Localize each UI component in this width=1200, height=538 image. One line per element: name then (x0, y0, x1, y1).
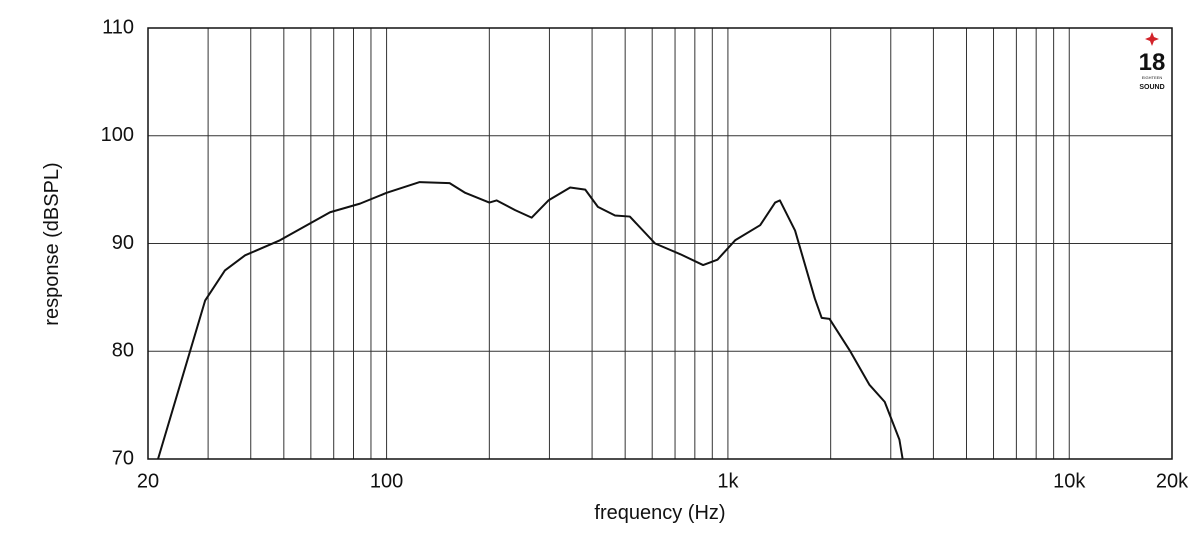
logo-top: EIGHTEEN (1142, 75, 1163, 80)
y-tick-label: 70 (112, 447, 134, 469)
logo-star (1145, 32, 1159, 46)
x-axis-label: frequency (Hz) (594, 502, 725, 524)
y-tick-label: 80 (112, 340, 134, 362)
plot-frame (147, 27, 1173, 460)
logo: 18 EIGHTEEN SOUND (1139, 32, 1166, 91)
x-tick-label: 1k (717, 470, 739, 492)
x-tick-label: 20 (137, 470, 159, 492)
x-tick-label: 10k (1053, 470, 1086, 492)
y-tick-label: 90 (112, 232, 134, 254)
logo-bottom: SOUND (1139, 84, 1164, 91)
logo-number: 18 (1139, 49, 1166, 76)
y-tick-label: 100 (101, 124, 134, 146)
x-tick-label: 20k (1156, 470, 1189, 492)
y-tick-label: 110 (102, 16, 134, 38)
response-curve (157, 181, 904, 460)
y-axis-label: response (dBSPL) (41, 162, 63, 325)
x-tick-label: 100 (370, 470, 403, 492)
